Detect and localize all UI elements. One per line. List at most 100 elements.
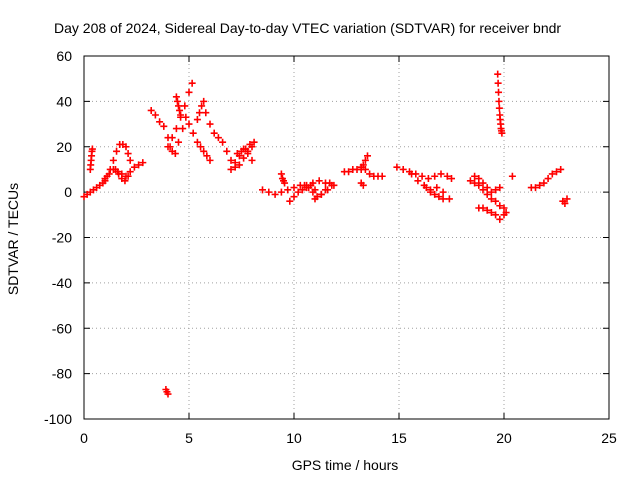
data-point <box>471 172 479 180</box>
data-point <box>277 188 285 196</box>
data-point <box>277 170 285 178</box>
data-point <box>494 79 502 87</box>
data-point <box>286 197 294 205</box>
data-point <box>418 172 426 180</box>
series-s4 <box>112 165 132 185</box>
data-point <box>185 88 193 96</box>
series-s8 <box>193 97 208 124</box>
data-point <box>233 150 241 158</box>
data-point <box>479 179 487 187</box>
data-point <box>553 168 560 176</box>
data-point <box>393 163 401 171</box>
data-point <box>305 184 313 192</box>
data-point <box>124 172 132 180</box>
chart-title: Day 208 of 2024, Sidereal Day-to-day VTE… <box>54 20 561 36</box>
data-point <box>557 165 565 173</box>
data-point <box>487 209 495 217</box>
x-tick-label: 0 <box>80 430 88 446</box>
data-point <box>422 184 430 192</box>
data-point <box>248 156 256 164</box>
series-s14 <box>277 170 289 187</box>
data-point <box>164 143 172 151</box>
data-point <box>433 184 441 192</box>
data-point <box>177 111 185 119</box>
y-tick-label: 0 <box>64 184 72 200</box>
x-axis-label: GPS time / hours <box>292 457 399 473</box>
data-point <box>498 129 506 137</box>
data-point <box>301 181 308 189</box>
data-point <box>196 109 203 117</box>
data-point <box>290 184 298 192</box>
data-point <box>181 102 189 110</box>
data-point <box>431 190 439 198</box>
data-point <box>156 118 164 126</box>
series-s26 <box>475 204 510 223</box>
data-point <box>210 129 218 137</box>
data-point <box>200 147 208 155</box>
data-point <box>198 102 206 110</box>
data-point <box>298 186 306 194</box>
data-point <box>189 129 197 137</box>
data-point <box>214 134 222 142</box>
y-tick-label: -80 <box>52 366 72 382</box>
data-point <box>179 125 187 133</box>
data-point <box>427 188 434 196</box>
data-point <box>164 390 172 398</box>
data-point <box>139 159 147 167</box>
data-point <box>366 170 374 178</box>
x-tick-label: 20 <box>496 430 512 446</box>
data-point <box>561 199 569 207</box>
data-point <box>479 186 487 194</box>
data-point <box>265 188 273 196</box>
data-point <box>284 186 292 194</box>
data-point <box>326 179 334 187</box>
data-point <box>492 186 500 194</box>
data-point <box>219 138 227 146</box>
data-point <box>492 197 500 205</box>
data-point <box>487 188 495 196</box>
data-point <box>471 179 479 187</box>
y-tick-label: 60 <box>56 48 72 64</box>
grid-lines <box>84 56 609 419</box>
y-tick-labels: -100 -80 -60 -40 -20 0 20 40 60 <box>44 48 72 427</box>
data-point <box>203 152 211 160</box>
data-point <box>173 97 181 105</box>
data-point <box>101 175 109 183</box>
series-s12 <box>162 386 172 398</box>
y-tick-label: 20 <box>56 139 72 155</box>
data-point <box>359 181 367 189</box>
data-point <box>548 170 556 178</box>
data-point <box>544 175 552 183</box>
y-tick-label: 40 <box>56 93 72 109</box>
x-tick-label: 15 <box>391 430 407 446</box>
data-point <box>122 143 130 151</box>
data-point <box>185 120 193 128</box>
data-point <box>483 206 491 214</box>
y-tick-label: -100 <box>44 411 72 427</box>
series-s30 <box>559 195 571 207</box>
x-tick-labels: 0 5 10 15 20 25 <box>80 430 617 446</box>
data-point <box>345 168 353 176</box>
data-point <box>479 204 487 212</box>
data-point <box>223 147 231 155</box>
data-point <box>364 152 371 160</box>
data-point <box>126 168 134 176</box>
data-point <box>130 163 138 171</box>
data-point <box>378 172 386 180</box>
series-s19 <box>357 152 371 173</box>
data-point <box>238 147 245 155</box>
data-point <box>197 143 205 151</box>
data-point <box>443 172 451 180</box>
data-point <box>112 165 119 173</box>
data-point <box>227 156 235 164</box>
y-tick-label: -20 <box>52 230 72 246</box>
data-point <box>315 177 323 185</box>
series-s20 <box>357 179 367 189</box>
data-point <box>206 156 214 164</box>
data-point <box>359 161 367 169</box>
data-point <box>113 147 121 155</box>
data-point <box>496 202 504 210</box>
data-point <box>408 170 416 178</box>
y-tick-label: -60 <box>52 320 72 336</box>
